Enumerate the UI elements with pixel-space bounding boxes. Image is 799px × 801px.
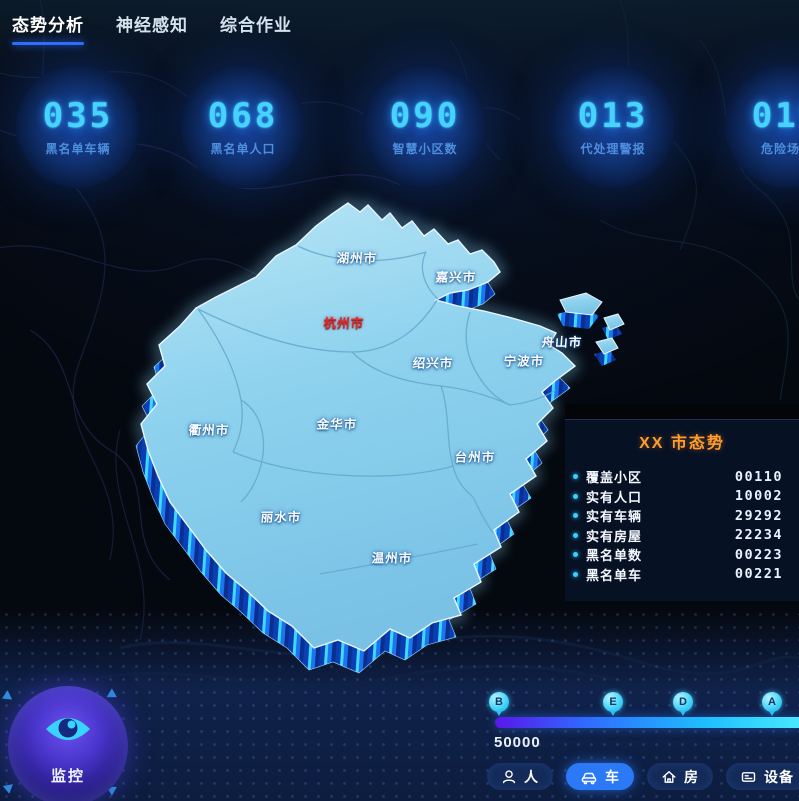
city-label[interactable]: 嘉兴市 [435, 270, 477, 285]
city-label[interactable]: 宁波市 [503, 354, 545, 369]
stat-value: 013 [577, 96, 649, 136]
city-label[interactable]: 绍兴市 [412, 356, 454, 371]
stat-glow-circle [16, 64, 140, 188]
stat-label: 代处理警报 [580, 142, 646, 156]
stat-value: 068 [207, 96, 279, 136]
monitor-button[interactable]: 监控 [8, 686, 128, 801]
person-icon [502, 769, 516, 783]
city-label-highlighted[interactable]: 杭州市 [323, 316, 365, 331]
slider-marker-a[interactable]: A [762, 692, 782, 716]
panel-row: 实有车辆 29292 [565, 506, 799, 526]
panel-row-value: 22234 [734, 527, 783, 544]
bullet-dot-icon [573, 532, 578, 538]
slider-marker-b[interactable]: B [489, 692, 509, 716]
eye-icon [46, 718, 90, 740]
action-label: 车 [605, 768, 620, 785]
panel-row: 实有房屋 22234 [565, 526, 799, 546]
slider-value: 50000 [494, 734, 541, 751]
stat-glow-circle [181, 64, 305, 188]
slider-marker-e[interactable]: E [603, 692, 623, 716]
layer-filter-buttons: 人 车 房 [487, 763, 799, 790]
stat-label: 智慧小区数 [392, 142, 458, 156]
panel-row-label: 实有人口 [586, 489, 643, 505]
action-house-button[interactable]: 房 [647, 763, 713, 790]
panel-top-band [565, 404, 799, 419]
tab-comprehensive-operations[interactable]: 综合作业 [220, 11, 292, 45]
monitor-label: 监控 [50, 768, 85, 785]
tab-label: 态势分析 [12, 16, 84, 35]
city-status-panel: XX 市态势 覆盖小区 00110 实有人口 10002 实有车辆 29292 [565, 404, 799, 601]
stat-blacklist-population: 068 黑名单人口 [163, 62, 323, 204]
stat-value: 035 [42, 96, 114, 136]
panel-row-value: 10002 [734, 488, 783, 505]
bullet-dot-icon [573, 552, 578, 558]
panel-row-label: 实有车辆 [586, 509, 643, 525]
action-device-button[interactable]: 设备 [726, 763, 799, 790]
stat-blacklist-vehicles: 035 黑名单车辆 [0, 62, 158, 204]
stat-pending-alerts: 013 代处理警报 [533, 62, 693, 204]
tab-label: 综合作业 [220, 16, 292, 35]
panel-row: 实有人口 10002 [565, 487, 799, 507]
city-label[interactable]: 温州市 [371, 551, 413, 566]
bullet-dot-icon [573, 513, 578, 519]
city-label[interactable]: 金华市 [316, 417, 358, 432]
panel-row-value: 00110 [734, 468, 783, 485]
action-label: 人 [524, 768, 539, 785]
action-label: 房 [684, 768, 699, 785]
city-label[interactable]: 台州市 [454, 450, 496, 465]
top-nav: 态势分析 神经感知 综合作业 [12, 11, 292, 45]
tab-situation-analysis[interactable]: 态势分析 [12, 11, 84, 45]
tab-label: 神经感知 [116, 16, 188, 35]
bullet-dot-icon [573, 493, 578, 499]
bullet-dot-icon [573, 571, 578, 577]
panel-row: 覆盖小区 00110 [565, 467, 799, 487]
panel-row: 黑名单车 00221 [565, 565, 799, 585]
house-icon [662, 770, 676, 783]
stat-label: 危险场所 [760, 142, 799, 156]
stat-value: 019 [751, 96, 799, 136]
action-vehicle-button[interactable]: 车 [566, 763, 634, 790]
timeline-slider: B E D A 50000 [488, 690, 799, 754]
city-label[interactable]: 舟山市 [541, 335, 583, 350]
slider-marker-d[interactable]: D [673, 692, 693, 716]
panel-row-value: 00223 [734, 546, 783, 563]
car-icon [581, 772, 597, 784]
panel-row-label: 黑名单数 [586, 548, 643, 564]
action-person-button[interactable]: 人 [487, 763, 553, 790]
tab-neural-perception[interactable]: 神经感知 [116, 11, 188, 45]
panel-row: 黑名单数 00223 [565, 545, 799, 565]
city-label[interactable]: 丽水市 [260, 510, 302, 525]
monitor-circle [8, 686, 128, 801]
panel-row-label: 覆盖小区 [586, 470, 643, 486]
stat-label: 黑名单人口 [210, 142, 276, 156]
stat-glow-circle [551, 64, 675, 188]
action-label: 设备 [764, 768, 794, 785]
slider-track[interactable] [495, 717, 799, 728]
panel-row-value: 29292 [734, 507, 783, 524]
panel-row-label: 黑名单车 [586, 567, 643, 583]
active-tab-underline [12, 42, 84, 45]
stat-smart-communities: 090 智慧小区数 [345, 62, 505, 204]
city-label[interactable]: 衢州市 [188, 423, 230, 438]
device-icon [741, 771, 756, 782]
panel-row-value: 00221 [734, 566, 783, 583]
stat-glow-circle [363, 64, 487, 188]
bullet-dot-icon [573, 474, 578, 480]
stat-dangerous-places: 019 危险场所 [707, 62, 799, 204]
panel-title: XX 市态势 [639, 435, 725, 452]
panel-row-label: 实有房屋 [586, 528, 643, 544]
stat-value: 090 [389, 96, 461, 136]
stat-label: 黑名单车辆 [45, 142, 111, 156]
city-label[interactable]: 湖州市 [336, 251, 378, 266]
